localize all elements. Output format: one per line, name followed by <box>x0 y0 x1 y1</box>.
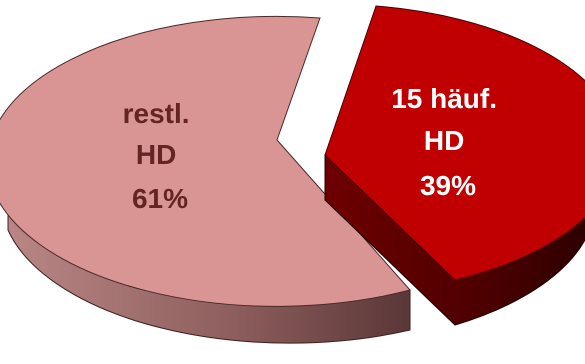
slice-15-haeuf-hd-label: 15 häuf. HD 39% <box>391 83 505 201</box>
slice-15-haeuf-hd-percent: 39% <box>420 170 476 201</box>
slice-15-haeuf-hd: 15 häuf. HD 39% <box>324 5 585 326</box>
slice-restl-hd-label: restl. HD 61% <box>123 98 198 214</box>
slice-restl-hd-label-line-1: restl. <box>123 98 190 129</box>
slice-15-haeuf-hd-top <box>324 5 585 281</box>
slice-restl-hd: restl. HD 61% <box>0 15 411 344</box>
slice-restl-hd-label-line-2: HD <box>136 139 176 170</box>
slice-15-haeuf-hd-label-line-2: HD <box>424 125 464 156</box>
slice-15-haeuf-hd-label-line-1: 15 häuf. <box>391 83 497 114</box>
slice-restl-hd-top <box>0 15 411 307</box>
slice-restl-hd-percent: 61% <box>132 183 188 214</box>
